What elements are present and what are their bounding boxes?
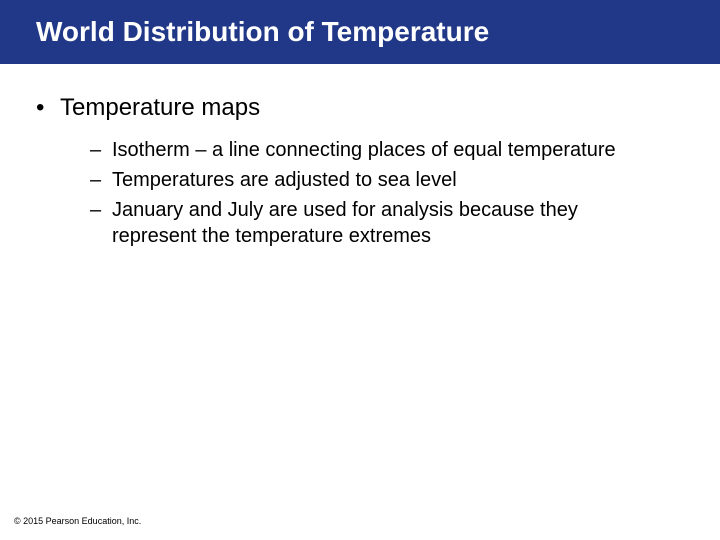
slide-title: World Distribution of Temperature (36, 16, 489, 48)
slide-title-bar: World Distribution of Temperature (0, 0, 720, 64)
bullet-l1-text: Temperature maps (60, 92, 260, 123)
bullet-dot-icon: • (36, 92, 60, 123)
dash-icon: – (90, 167, 112, 193)
bullet-level-2: – Temperatures are adjusted to sea level (90, 167, 664, 193)
slide-content: • Temperature maps – Isotherm – a line c… (0, 64, 720, 249)
bullet-l2-text: Isotherm – a line connecting places of e… (112, 137, 616, 163)
bullet-level-1: • Temperature maps (36, 92, 684, 123)
dash-icon: – (90, 137, 112, 163)
sub-bullet-list: – Isotherm – a line connecting places of… (36, 137, 684, 249)
bullet-level-2: – Isotherm – a line connecting places of… (90, 137, 664, 163)
dash-icon: – (90, 197, 112, 223)
bullet-l2-text: Temperatures are adjusted to sea level (112, 167, 457, 193)
bullet-l2-text: January and July are used for analysis b… (112, 197, 664, 249)
copyright-text: © 2015 Pearson Education, Inc. (14, 516, 141, 526)
bullet-level-2: – January and July are used for analysis… (90, 197, 664, 249)
